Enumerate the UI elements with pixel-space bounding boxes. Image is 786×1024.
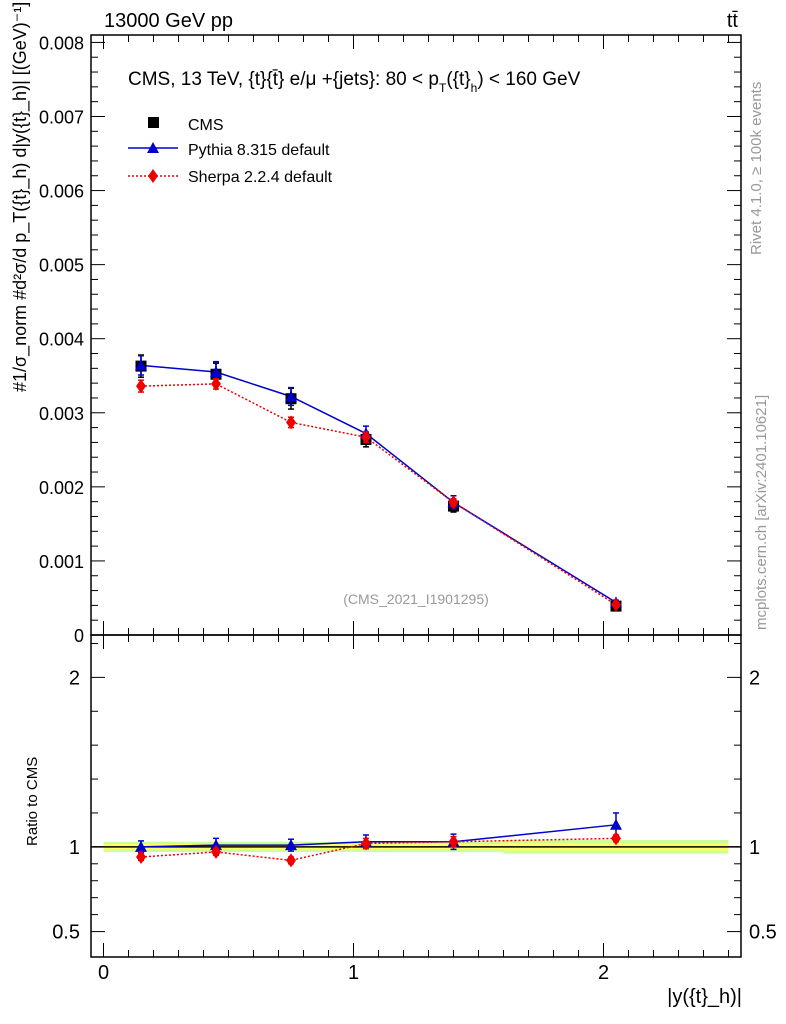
x-axis-label-text: |y({t}_h)| xyxy=(667,986,742,1008)
ratio-series xyxy=(135,812,622,868)
sherpa-ratio-point xyxy=(136,850,146,865)
legend-sherpa-label: Sherpa 2.2.4 default xyxy=(188,169,333,186)
main-y-tick-label: 0.005 xyxy=(39,256,84,276)
main-y-tick-label: 0.006 xyxy=(39,182,84,202)
sherpa-ratio-point xyxy=(448,834,459,849)
sherpa-ratio-point xyxy=(361,836,371,851)
x-tick-label: 2 xyxy=(598,962,609,984)
pythia-data-point xyxy=(285,390,297,402)
plot-title-prefix: CMS, 13 TeV, {t}{t̄} e/μ +{jets}: 80 < p xyxy=(128,69,439,90)
legend-pythia-label: Pythia 8.315 default xyxy=(188,142,330,159)
sherpa-ratio-point xyxy=(286,853,296,868)
pythia-main-line xyxy=(140,364,617,604)
sherpa-data-point xyxy=(361,430,371,445)
plot-title-sub-t: T xyxy=(439,81,447,95)
pythia-ratio-point xyxy=(210,839,222,851)
sherpa-ratio-line xyxy=(140,837,617,862)
pythia-ratio-point xyxy=(285,839,297,851)
axis-ticks: 0 1 2 0 0.001 0.002 0.003 0.004 0.005 0.006 0.007 0… xyxy=(39,33,777,984)
legend: CMS Pythia 8.315 default Sherpa 2.2.4 de… xyxy=(128,117,333,186)
sherpa-ratio-point xyxy=(611,831,621,846)
plot-title: CMS, 13 TeV, {t}{t̄} e/μ +{jets}: 80 < p… xyxy=(128,69,581,95)
main-y-tick-label: 0.002 xyxy=(39,478,84,498)
ratio-plot-frame xyxy=(90,634,742,958)
plot-frames xyxy=(90,34,742,958)
legend-pythia-marker xyxy=(147,142,159,153)
legend-cms-marker xyxy=(148,117,159,128)
sherpa-data-point xyxy=(448,495,459,510)
pythia-ratio-point xyxy=(610,818,622,830)
header-left: 13000 GeV pp xyxy=(104,10,233,32)
sherpa-ratio-point xyxy=(211,844,221,859)
sherpa-main-line xyxy=(140,383,617,606)
analysis-tag: (CMS_2021_I1901295) xyxy=(343,591,489,607)
legend-cms-label: CMS xyxy=(188,117,224,134)
ratio-y-tick-label: 2 xyxy=(69,667,80,689)
ratio-y-tick-label: 0.5 xyxy=(52,922,80,944)
plot-title-sub-h: h xyxy=(471,81,478,95)
ratio-y-tick-label-right: 2 xyxy=(749,667,760,689)
main-series xyxy=(135,354,622,612)
sherpa-data-point xyxy=(136,379,146,394)
header-right: tt̄ xyxy=(727,10,739,32)
ratio-y-axis-label: Ratio to CMS xyxy=(24,757,41,846)
main-y-tick-label: 0.004 xyxy=(39,330,84,350)
main-y-tick-label: 0.001 xyxy=(39,552,84,572)
main-y-tick-label: 0.008 xyxy=(39,33,84,53)
x-tick-label: 0 xyxy=(98,962,109,984)
sherpa-data-point xyxy=(286,415,296,430)
pythia-data-point xyxy=(210,366,222,378)
main-y-tick-label: 0 xyxy=(74,626,84,646)
ratio-y-tick-label-right: 1 xyxy=(749,837,760,859)
main-y-tick-label: 0.003 xyxy=(39,404,84,424)
legend-sherpa-marker xyxy=(148,169,158,183)
ratio-y-tick-label: 1 xyxy=(69,837,80,859)
pythia-data-point xyxy=(135,359,147,371)
main-y-tick-label: 0.007 xyxy=(39,107,84,127)
pythia-ratio-point xyxy=(135,840,147,852)
x-tick-label: 1 xyxy=(348,962,359,984)
rivet-label: Rivet 4.1.0, ≥ 100k events xyxy=(748,82,765,255)
pythia-ratio-line xyxy=(140,824,617,848)
mcplots-label: mcplots.cern.ch [arXiv:2401.10621] xyxy=(753,395,770,630)
sherpa-data-point xyxy=(611,597,621,612)
plot-title-mid: ({t} xyxy=(446,69,470,90)
ratio-y-tick-label-right: 0.5 xyxy=(749,922,777,944)
sherpa-data-point xyxy=(211,376,221,391)
plot-title-suffix: ) < 160 GeV xyxy=(477,69,580,90)
main-y-axis-label: #1/σ_norm #d²σ/d p_T({t}_h) d|y({t}_h)| … xyxy=(10,2,31,392)
x-axis-label: |y({t}_h)| xyxy=(667,986,742,1008)
